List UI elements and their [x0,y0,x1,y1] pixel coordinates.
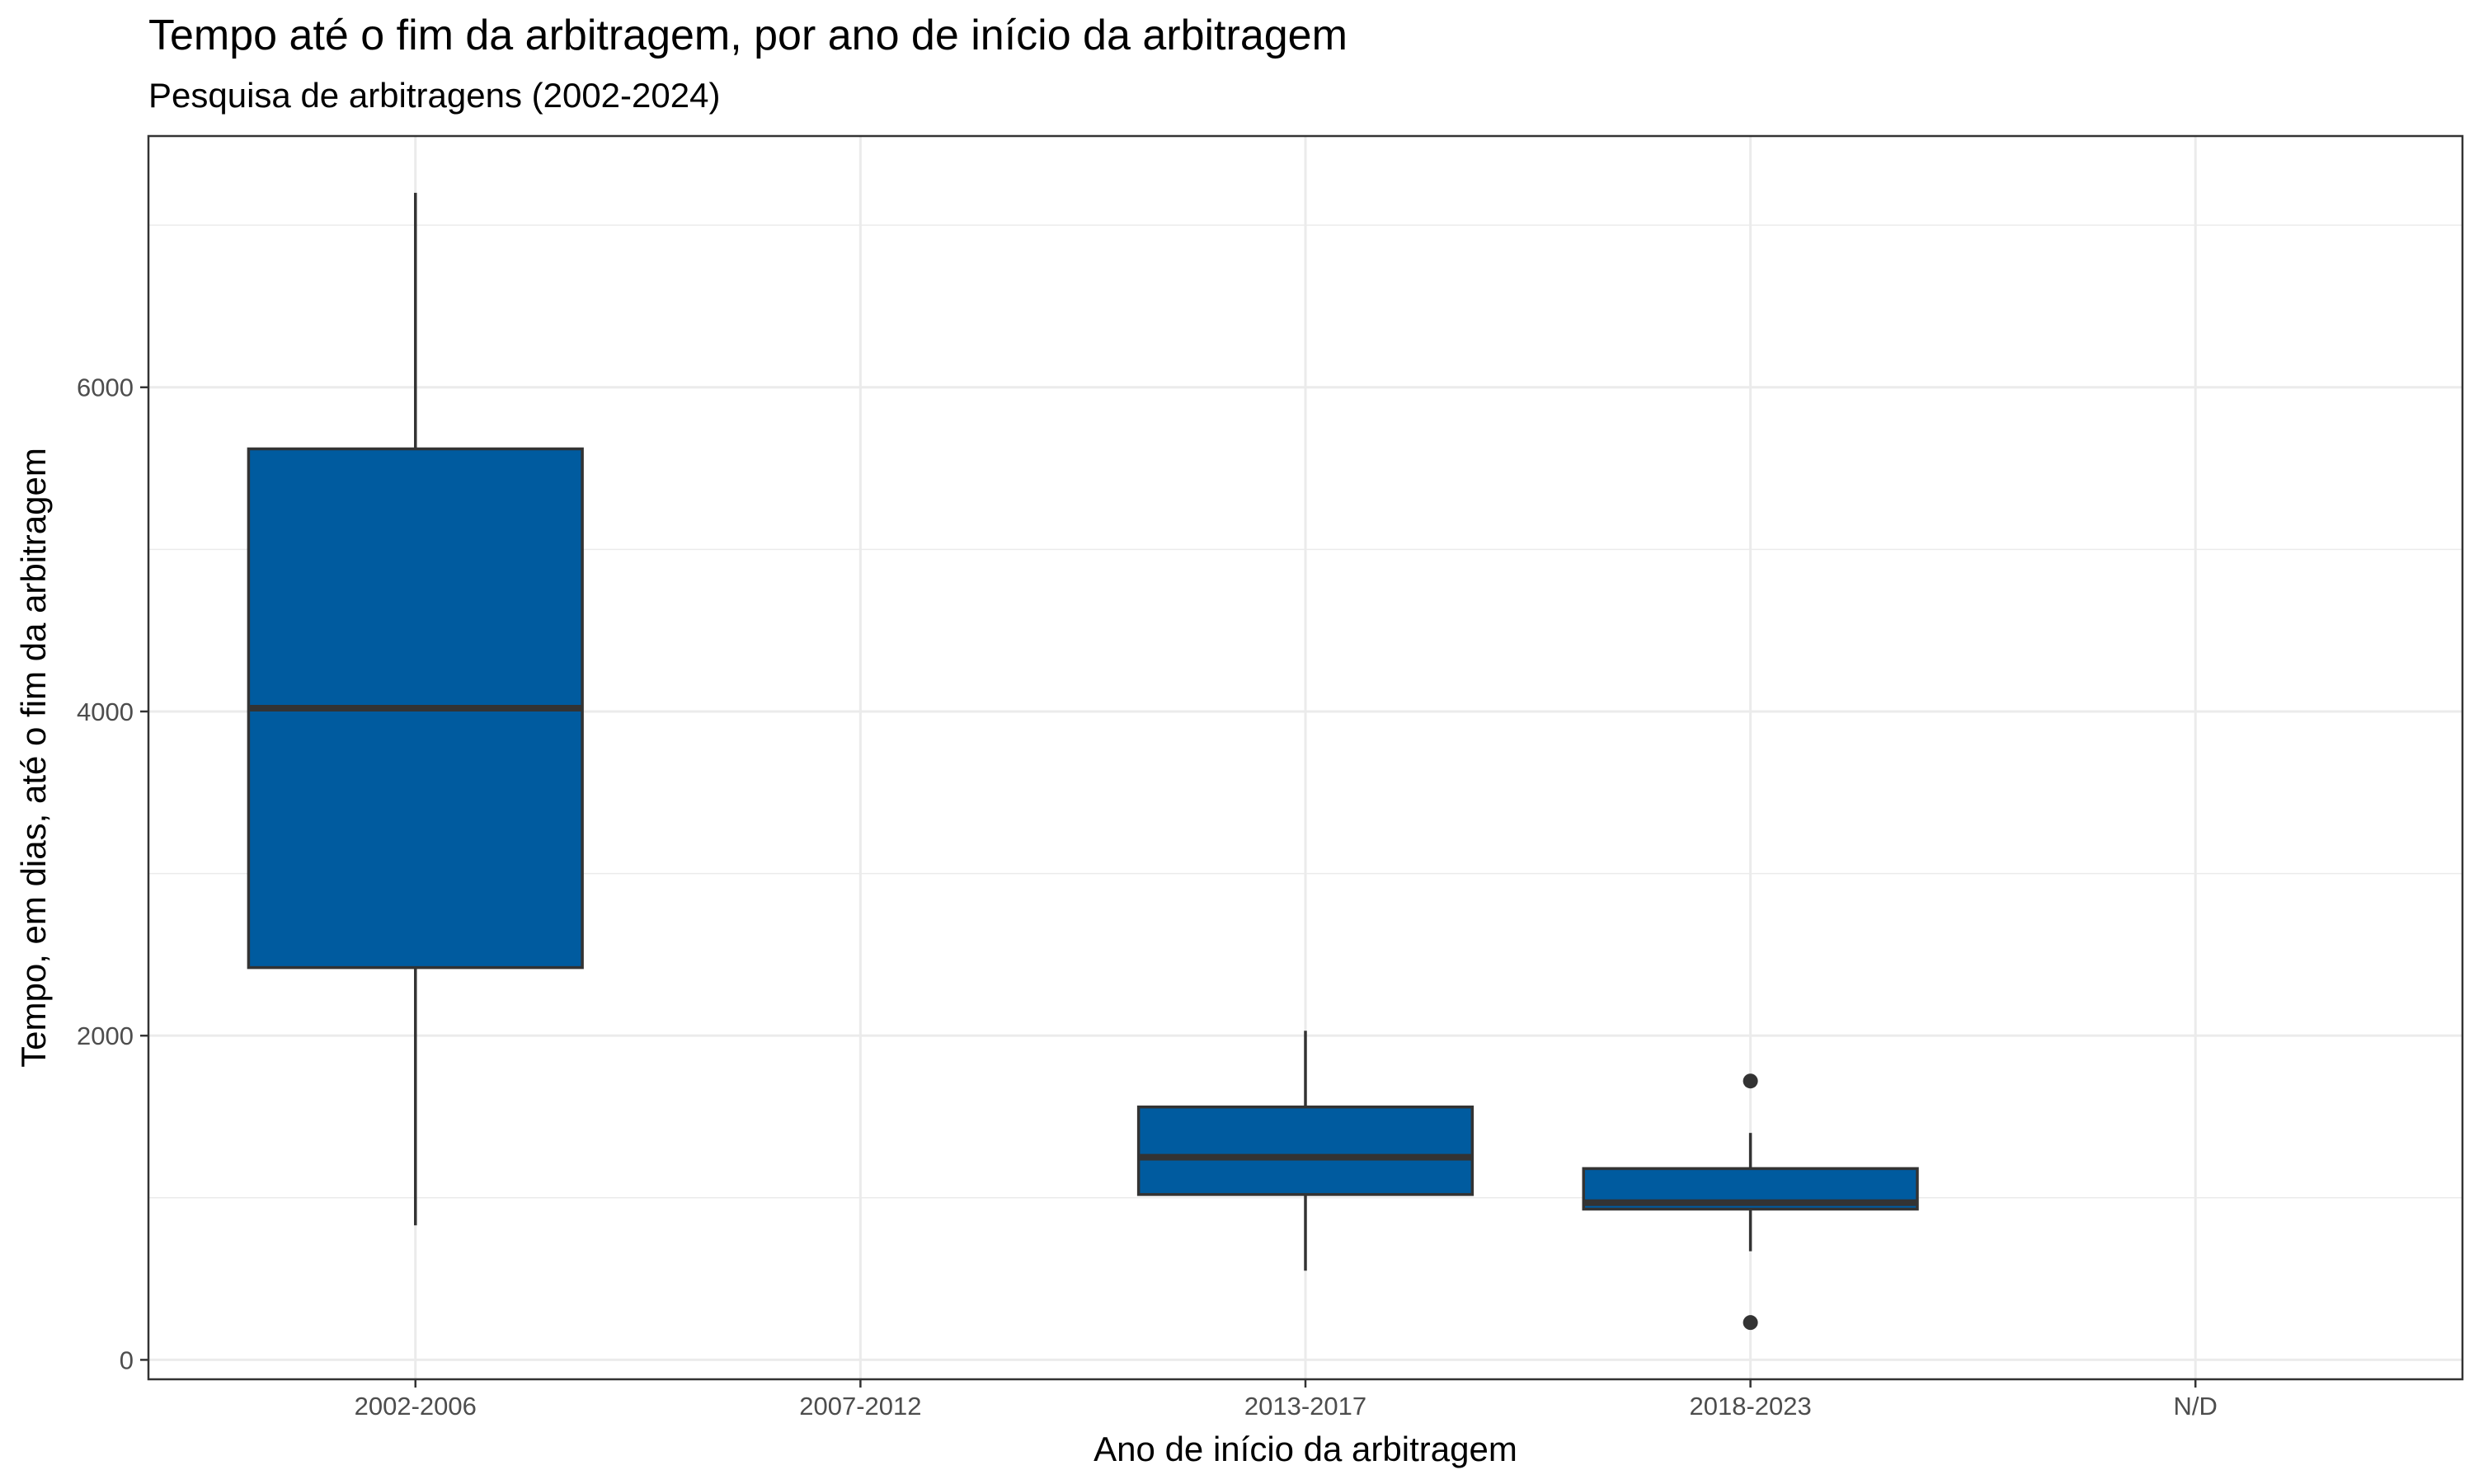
box-series [247,192,1919,1331]
y-tick-label: 4000 [77,697,134,726]
y-tick-label: 2000 [77,1021,134,1050]
chart-subtitle: Pesquisa de arbitragens (2002-2024) [148,76,720,115]
x-axis: 2002-2006 2007-2012 2013-2017 2018-2023 N/D [355,1379,2218,1421]
x-tick-label: 2018-2023 [1689,1392,1811,1421]
x-tick-label: 2013-2017 [1244,1392,1366,1421]
x-axis-title: Ano de início da arbitragem [1094,1430,1517,1468]
x-tick-label: N/D [2174,1392,2218,1421]
box-iqr [1136,1105,1475,1196]
y-tick-label: 6000 [77,373,134,402]
y-axis: 0 2000 4000 6000 [77,373,148,1374]
outlier-point [1743,1073,1758,1089]
x-tick-label: 2002-2006 [355,1392,477,1421]
x-tick-label: 2007-2012 [799,1392,921,1421]
plot-panel [147,134,2464,1381]
box-2018-2023 [1582,1073,1919,1331]
chart-title: Tempo até o fim da arbitragem, por ano d… [148,12,1348,59]
outlier-point [1743,1315,1758,1331]
y-tick-label: 0 [120,1345,134,1374]
y-axis-title: Tempo, em dias, até o fim da arbitragem [14,448,53,1068]
box-2002-2006 [247,192,584,1226]
box-2013-2017 [1136,1031,1475,1271]
